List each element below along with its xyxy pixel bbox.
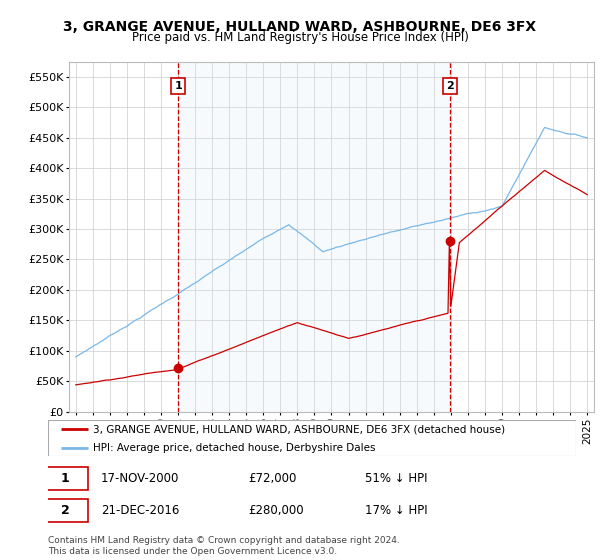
Bar <box>178 62 450 412</box>
FancyBboxPatch shape <box>41 466 88 490</box>
Text: Contains HM Land Registry data © Crown copyright and database right 2024.
This d: Contains HM Land Registry data © Crown c… <box>48 536 400 556</box>
Text: 21-DEC-2016: 21-DEC-2016 <box>101 504 179 517</box>
FancyBboxPatch shape <box>41 499 88 522</box>
Text: 3, GRANGE AVENUE, HULLAND WARD, ASHBOURNE, DE6 3FX: 3, GRANGE AVENUE, HULLAND WARD, ASHBOURN… <box>64 20 536 34</box>
Text: 1: 1 <box>61 472 69 485</box>
Text: Price paid vs. HM Land Registry's House Price Index (HPI): Price paid vs. HM Land Registry's House … <box>131 31 469 44</box>
Text: 3, GRANGE AVENUE, HULLAND WARD, ASHBOURNE, DE6 3FX (detached house): 3, GRANGE AVENUE, HULLAND WARD, ASHBOURN… <box>93 424 505 434</box>
Text: 2: 2 <box>61 504 69 517</box>
Text: 17% ↓ HPI: 17% ↓ HPI <box>365 504 427 517</box>
Text: 1: 1 <box>174 81 182 91</box>
Text: £72,000: £72,000 <box>248 472 297 485</box>
Text: £280,000: £280,000 <box>248 504 304 517</box>
Text: HPI: Average price, detached house, Derbyshire Dales: HPI: Average price, detached house, Derb… <box>93 444 376 454</box>
Text: 17-NOV-2000: 17-NOV-2000 <box>101 472 179 485</box>
Text: 2: 2 <box>446 81 454 91</box>
Text: 51% ↓ HPI: 51% ↓ HPI <box>365 472 427 485</box>
